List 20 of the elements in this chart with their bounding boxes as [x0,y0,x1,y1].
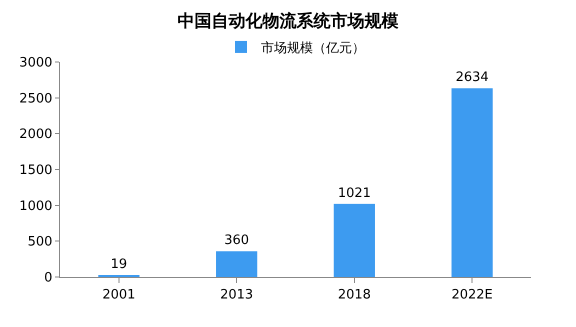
y-tick-label: 1000 [19,198,52,214]
y-tick-label: 500 [28,234,52,250]
legend-label: 市场规模（亿元） [261,41,365,56]
y-tick-label: 2500 [19,91,52,106]
bar [334,204,375,277]
x-tick-label: 2018 [338,288,371,303]
data-label: 360 [224,233,250,248]
y-tick-label: 3000 [19,56,52,71]
y-tick-label: 0 [44,270,52,286]
x-tick-label: 2001 [102,288,136,303]
y-tick-label: 1500 [19,163,52,178]
x-tick-label: 2013 [220,288,254,303]
data-label: 19 [110,257,128,272]
data-label: 2634 [456,70,489,86]
bar [452,88,493,277]
bar [216,251,258,277]
data-label: 1021 [338,186,371,201]
x-tick-label: 2022E [451,288,493,303]
chart-title: 中国自动化物流系统市场规模 [178,12,398,32]
y-tick-label: 2000 [19,127,52,142]
